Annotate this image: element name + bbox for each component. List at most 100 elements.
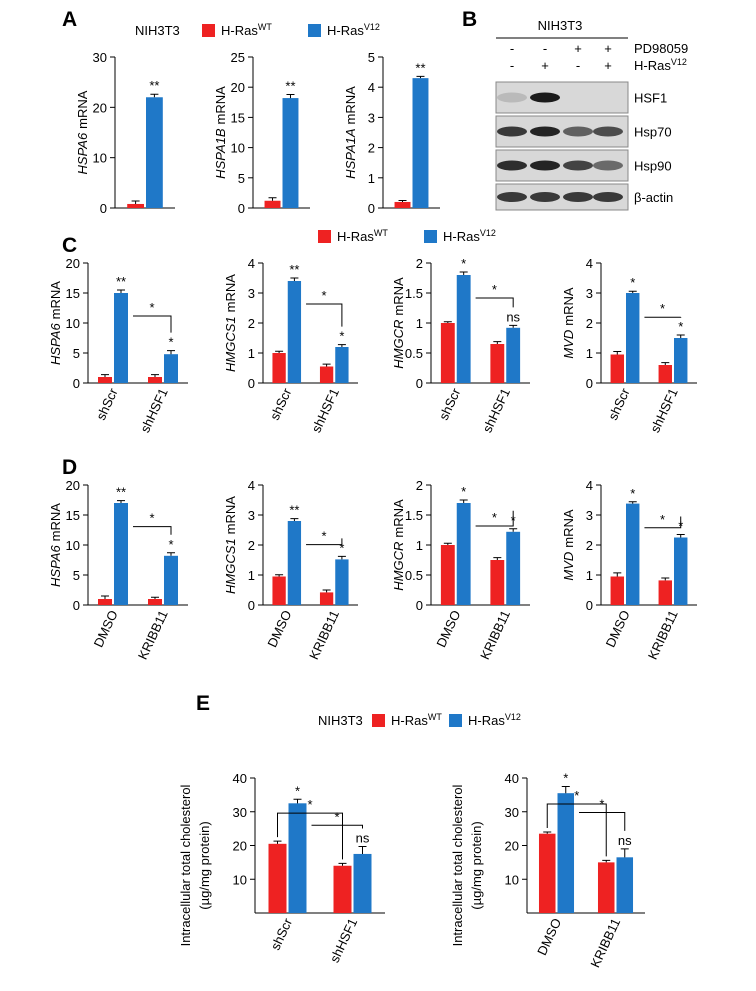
error-bar [151,596,159,599]
error-bar [338,862,347,866]
y-tick-label: 4 [248,256,255,271]
treatment-sign: - [576,58,580,73]
significance-label: ** [116,485,126,500]
x-tick-label: DMSO [603,608,633,650]
legend-swatch [372,714,385,727]
y-tick-label: 30 [93,50,107,65]
error-bar [275,574,284,577]
legend-title: NIH3T3 [135,23,180,38]
error-bar [101,374,109,377]
error-bar [275,350,284,353]
y-tick-label: 0 [73,376,80,391]
legend-name: H-Ras [443,229,480,244]
bar [335,347,349,383]
y-tick-label: 2 [248,316,255,331]
panel-label: E [196,692,210,715]
legend-label: H-RasV12 [327,22,380,38]
bar [610,354,624,383]
comparison-bracket [311,824,363,829]
bar [264,200,281,208]
blot-band [563,160,593,171]
treatment-label: PD98059 [634,41,688,56]
bar [272,353,286,383]
x-tick-label: DMSO [264,608,294,650]
y-label-gene: HMGCR [391,542,406,591]
blot-band [530,192,560,202]
y-tick-label: 3 [368,110,375,125]
comparison-bracket [133,526,172,535]
bar [658,580,672,605]
x-tick-label: DMSO [91,608,121,650]
comparison-bracket [475,510,514,527]
error-bar [131,200,140,204]
error-bar [290,277,299,281]
error-bar [613,572,622,577]
legend-label: H-RasV12 [443,228,496,244]
error-bar [509,528,518,532]
comparison-bracket [277,812,343,860]
error-bar [459,499,468,503]
panel-label: B [462,8,477,31]
y-tick-label: 5 [73,568,80,583]
bar [335,559,349,605]
y-tick-label: 40 [505,771,519,786]
y-label-unit: mRNA [223,496,238,535]
error-bar [117,500,125,503]
blot-band [563,126,593,137]
error-bar [398,199,407,202]
error-bar [661,577,670,581]
y-label-gene: MVD [561,552,576,581]
treatment-sign: + [574,41,582,56]
x-tick-label: shScr [436,385,464,422]
legend-name: H-Ras [221,23,258,38]
y-tick-label: 1.5 [405,286,423,301]
y-tick-label: 2 [248,538,255,553]
y-tick-label: 1 [416,316,423,331]
bar [287,281,302,383]
treatment-name: H-Ras [634,58,671,73]
blot-title: NIH3T3 [538,18,583,33]
significance-label: ** [415,60,425,75]
significance-label: ns [356,831,370,846]
blot-band [497,160,527,171]
error-bar [459,271,468,275]
y-tick-label: 0 [416,376,423,391]
error-bar [416,75,425,79]
error-bar [620,848,629,858]
comparison-bracket [133,315,172,333]
bar [333,865,352,913]
comparison-bracket [579,811,626,831]
error-bar [337,344,346,347]
blot-band [593,192,623,202]
y-tick-label: 4 [368,80,375,95]
bar [412,78,429,208]
y-label-unit: mRNA [213,86,228,125]
bar [148,599,162,605]
y-tick-label: 5 [73,346,80,361]
y-tick-label: 2 [586,316,593,331]
comparison-bracket [644,516,682,529]
bar [658,365,672,383]
blot-label: HSF1 [634,91,667,106]
x-tick-label: KRIBB11 [306,608,342,662]
y-label-gene: MVD [561,330,576,359]
blot-label: β-actin [634,190,673,205]
y-axis-label: HSPA6 mRNA [48,503,63,587]
legend-swatch [308,24,321,37]
comparison-label: * [492,282,497,297]
y-label-unit: mRNA [223,274,238,313]
legend-label: H-RasWT [221,22,272,38]
error-bar [358,846,367,854]
y-tick-label: 25 [231,50,245,65]
bar [610,576,624,605]
bar [538,833,556,913]
bar [98,377,112,383]
x-tick-label: shScr [605,385,633,422]
y-label-unit: mRNA [391,277,406,316]
y-tick-label: 20 [93,100,107,115]
y-tick-label: 5 [368,50,375,65]
significance-label: ** [149,78,159,93]
x-tick-label: shHSF1 [309,386,342,435]
treatment-sign: - [510,58,514,73]
significance-label: * [461,256,466,271]
